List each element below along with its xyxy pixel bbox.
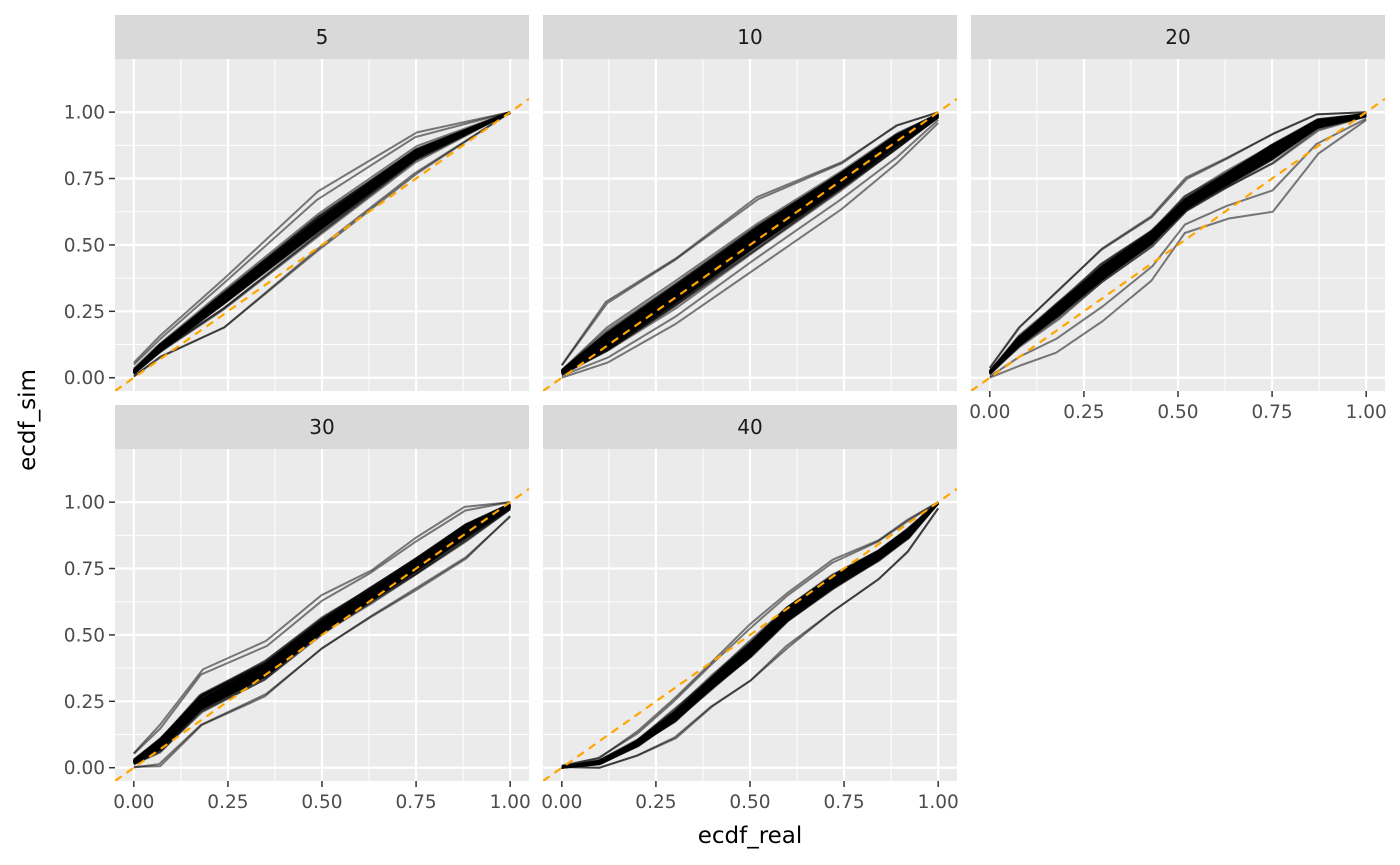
x-tick-label: 0.50 — [729, 792, 770, 813]
replicate-ecdf-line — [561, 113, 939, 373]
x-tick-label: 0.75 — [1251, 402, 1292, 423]
panels-layer: 5 0.00 0.25 0.50 0.75 1.00 10 20 0.00 0.25 0.50 0.7… — [64, 15, 1387, 813]
replicate-lines — [133, 111, 511, 378]
facet-strip-label: 5 — [316, 25, 329, 49]
y-tick-label: 0.50 — [64, 235, 105, 256]
x-tick-label: 0.50 — [301, 792, 342, 813]
x-axis-title: ecdf_real — [698, 823, 803, 849]
replicate-ecdf-line — [561, 501, 939, 769]
facet-strip-label: 10 — [737, 25, 762, 49]
x-tick-label: 1.00 — [1346, 402, 1387, 423]
y-tick-label: 0.50 — [64, 625, 105, 646]
x-tick-label: 0.00 — [113, 792, 154, 813]
replicate-ecdf-line — [561, 122, 939, 379]
replicate-ecdf-line — [133, 111, 511, 366]
replicate-ecdf-line — [133, 501, 511, 754]
y-tick-label: 0.00 — [64, 368, 105, 389]
facet-strip-label: 30 — [309, 415, 334, 439]
replicate-ecdf-line — [561, 507, 940, 769]
y-tick-label: 1.00 — [64, 103, 105, 124]
facet-panel-10: 10 — [543, 15, 957, 391]
x-tick-label: 0.75 — [823, 792, 864, 813]
x-tick-label: 0.25 — [635, 792, 676, 813]
facet-strip-label: 40 — [737, 415, 762, 439]
y-tick-label: 0.25 — [64, 692, 105, 713]
replicate-ecdf-line — [133, 111, 511, 372]
facet-strip-label: 20 — [1165, 25, 1190, 49]
replicate-ecdf-line — [133, 111, 511, 373]
x-tick-label: 1.00 — [918, 792, 959, 813]
facet-panel-30: 30 0.00 0.25 0.50 0.75 1.00 0.00 0.25 0.50 0.75 1.… — [64, 405, 531, 813]
replicate-ecdf-line — [561, 119, 939, 377]
x-tick-label: 0.75 — [395, 792, 436, 813]
reference-diagonal-line — [115, 487, 529, 781]
reference-diagonal-line — [115, 97, 529, 391]
x-tick-label: 0.25 — [207, 792, 248, 813]
replicate-ecdf-line — [988, 111, 1367, 369]
y-tick-label: 0.00 — [64, 758, 105, 779]
facet-strip — [543, 405, 957, 449]
replicate-ecdf-line — [989, 113, 1367, 375]
replicate-ecdf-line — [561, 501, 939, 769]
replicate-ecdf-line — [133, 506, 511, 766]
x-tick-label: 0.00 — [969, 402, 1010, 423]
facet-panel-40: 40 0.00 0.25 0.50 0.75 1.00 — [541, 405, 959, 813]
y-tick-label: 0.75 — [64, 169, 105, 190]
replicate-ecdf-line — [133, 504, 511, 764]
replicate-ecdf-line — [989, 113, 1367, 374]
y-tick-label: 0.75 — [64, 559, 105, 580]
x-tick-label: 0.25 — [1063, 402, 1104, 423]
replicate-ecdf-line — [989, 117, 1367, 378]
facet-strip — [971, 15, 1385, 59]
facet-strip — [543, 15, 957, 59]
replicate-ecdf-line — [133, 501, 511, 755]
y-axis-title: ecdf_sim — [15, 369, 41, 471]
replicate-ecdf-line — [133, 111, 511, 364]
replicate-ecdf-line — [133, 515, 511, 768]
replicate-ecdf-line — [560, 111, 939, 366]
x-tick-label: 1.00 — [490, 792, 531, 813]
x-tick-label: 0.00 — [541, 792, 582, 813]
replicate-ecdf-line — [133, 111, 511, 378]
replicate-ecdf-line — [561, 113, 939, 371]
replicate-ecdf-line — [989, 113, 1367, 373]
replicate-ecdf-line — [561, 501, 939, 767]
replicate-ecdf-line — [133, 111, 511, 375]
facet-strip — [115, 15, 529, 59]
replicate-ecdf-line — [561, 112, 939, 372]
facet-panel-5: 5 0.00 0.25 0.50 0.75 1.00 — [64, 15, 529, 391]
x-tick-label: 0.50 — [1157, 402, 1198, 423]
replicate-ecdf-line — [133, 503, 511, 762]
replicate-ecdf-line — [989, 119, 1367, 379]
facet-strip — [115, 405, 529, 449]
reference-diagonal-line — [543, 487, 957, 781]
reference-diagonal-line — [971, 97, 1385, 391]
replicate-ecdf-line — [561, 116, 939, 375]
reference-diagonal-line — [543, 97, 957, 391]
replicate-lines — [561, 501, 940, 769]
y-tick-label: 0.25 — [64, 302, 105, 323]
y-tick-label: 1.00 — [64, 493, 105, 514]
facet-panel-20: 20 0.00 0.25 0.50 0.75 1.00 — [969, 15, 1387, 423]
replicate-lines — [988, 111, 1367, 379]
